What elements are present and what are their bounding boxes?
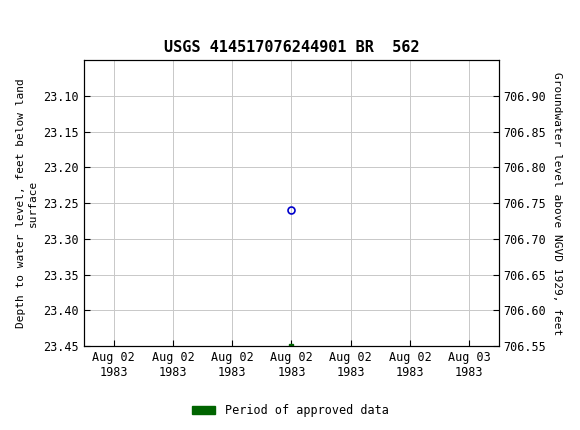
Y-axis label: Depth to water level, feet below land
surface: Depth to water level, feet below land su…: [16, 78, 38, 328]
Text: USGS: USGS: [32, 14, 87, 31]
Legend: Period of approved data: Period of approved data: [187, 399, 393, 422]
Y-axis label: Groundwater level above NGVD 1929, feet: Groundwater level above NGVD 1929, feet: [552, 71, 562, 335]
Title: USGS 414517076244901 BR  562: USGS 414517076244901 BR 562: [164, 40, 419, 55]
